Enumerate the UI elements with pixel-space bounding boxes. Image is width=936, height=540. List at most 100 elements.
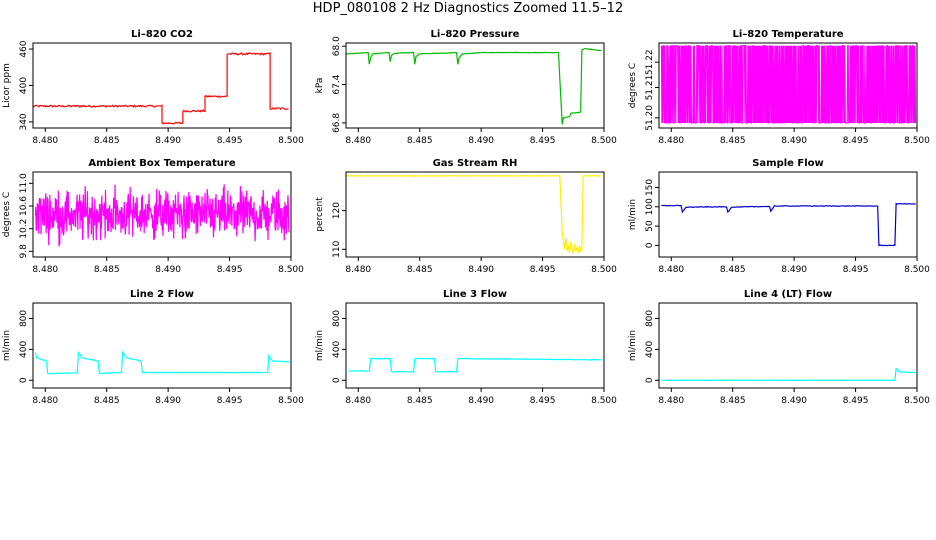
y-tick-label: 0	[645, 242, 655, 248]
y-tick-label: 150	[645, 179, 655, 196]
plot-frame	[658, 302, 918, 389]
figure-title: HDP_080108 2 Hz Diagnostics Zoomed 11.5–…	[312, 1, 624, 16]
panel-title: Line 2 Flow	[130, 289, 194, 300]
x-tick-label: 8.480	[345, 136, 371, 146]
y-axis-label: degrees C	[2, 192, 12, 237]
x-tick-label: 8.490	[468, 136, 494, 146]
x-tick-label: 8.490	[781, 265, 807, 275]
y-axis-label: degrees C	[628, 63, 638, 108]
chart-panel-1: Li–820 CO2 8.480 8.485 8.490 8.495 8.500 340 40…	[2, 29, 304, 146]
y-tick-label: 400	[332, 341, 342, 358]
x-tick-label: 8.495	[843, 136, 869, 146]
series-line	[32, 52, 289, 125]
chart-panel-5: Gas Stream RH 8.480 8.485 8.490 8.495 8.500 11…	[315, 158, 617, 275]
chart-panel-7: Line 2 Flow 8.480 8.485 8.490 8.495 8.500 0 400…	[2, 289, 304, 406]
panel-title: Gas Stream RH	[433, 158, 518, 169]
y-tick-label: 51.22	[645, 49, 655, 75]
x-tick-label: 8.490	[155, 265, 181, 275]
y-tick-label: 800	[19, 310, 29, 327]
panel-title: Line 3 Flow	[443, 289, 507, 300]
y-axis-label: ml/min	[2, 330, 12, 361]
y-tick-label: 10.2	[19, 219, 29, 239]
y-tick-label: 400	[19, 77, 29, 94]
series-line	[34, 184, 290, 247]
x-tick-label: 8.495	[217, 265, 243, 275]
x-tick-label: 8.495	[217, 136, 243, 146]
y-tick-label: 50	[645, 220, 655, 232]
y-tick-label: 51.20	[645, 105, 655, 131]
x-tick-label: 8.480	[658, 396, 684, 406]
series-line	[660, 45, 917, 124]
y-tick-label: 9.8	[19, 244, 29, 259]
plot-frame	[32, 302, 292, 389]
y-axis-label: kPa	[315, 78, 325, 94]
x-tick-label: 8.495	[530, 396, 556, 406]
y-axis-label: Licor ppm	[2, 63, 12, 108]
y-tick-label: 400	[645, 341, 655, 358]
panel-title: Ambient Box Temperature	[88, 158, 235, 169]
panel-title: Line 4 (LT) Flow	[744, 289, 832, 300]
y-tick-label: 11.0	[19, 173, 29, 193]
chart-panel-3: Li–820 Temperature 8.480 8.485 8.490 8.495 8.…	[628, 29, 930, 146]
x-tick-label: 8.500	[591, 265, 617, 275]
x-tick-label: 8.500	[591, 396, 617, 406]
plot-frame	[345, 302, 605, 389]
x-tick-label: 8.480	[32, 265, 58, 275]
series-line	[345, 48, 602, 125]
y-tick-label: 800	[645, 310, 655, 327]
plot-frame	[658, 171, 918, 258]
x-tick-label: 8.480	[658, 136, 684, 146]
x-tick-label: 8.490	[155, 396, 181, 406]
x-tick-label: 8.480	[658, 265, 684, 275]
x-tick-label: 8.485	[407, 136, 433, 146]
x-tick-label: 8.485	[407, 265, 433, 275]
y-tick-label: 340	[19, 113, 29, 130]
x-tick-label: 8.500	[278, 136, 304, 146]
x-tick-label: 8.480	[32, 396, 58, 406]
chart-panel-8: Line 3 Flow 8.480 8.485 8.490 8.495 8.500 0 400…	[315, 289, 617, 406]
chart-panel-6: Sample Flow 8.480 8.485 8.490 8.495 8.500 0 50 1…	[628, 158, 930, 275]
x-tick-label: 8.495	[530, 265, 556, 275]
y-axis-label: percent	[315, 197, 325, 232]
plot-frame	[345, 42, 605, 129]
x-tick-label: 8.480	[32, 136, 58, 146]
x-tick-label: 8.495	[843, 265, 869, 275]
x-tick-label: 8.485	[94, 265, 120, 275]
series-line	[34, 350, 290, 375]
x-tick-label: 8.500	[278, 396, 304, 406]
x-tick-label: 8.485	[407, 396, 433, 406]
y-tick-label: 0	[332, 377, 342, 383]
y-tick-label: 0	[645, 377, 655, 383]
y-tick-label: 460	[19, 40, 29, 57]
y-axis-label: ml/min	[315, 330, 325, 361]
x-tick-label: 8.490	[468, 396, 494, 406]
x-tick-label: 8.495	[843, 396, 869, 406]
plot-frame	[32, 171, 292, 258]
chart-panel-2: Li–820 Pressure 8.480 8.485 8.490 8.495 8.500…	[315, 29, 617, 146]
y-tick-label: 68.0	[332, 36, 342, 56]
plot-frame	[345, 171, 605, 258]
x-tick-label: 8.485	[720, 265, 746, 275]
panel-title: Li–820 CO2	[131, 29, 193, 40]
x-tick-label: 8.490	[155, 136, 181, 146]
plot-frame	[658, 42, 918, 129]
x-tick-label: 8.490	[781, 136, 807, 146]
panel-title: Li–820 Pressure	[431, 29, 520, 40]
chart-panel-4: Ambient Box Temperature 8.480 8.485 8.490 8.…	[2, 158, 304, 275]
x-tick-label: 8.500	[904, 136, 930, 146]
y-tick-label: 800	[332, 310, 342, 327]
y-tick-label: 110	[332, 240, 342, 257]
y-tick-label: 67.4	[332, 74, 342, 94]
x-tick-label: 8.500	[904, 265, 930, 275]
series-line	[348, 357, 602, 373]
series-line	[661, 367, 916, 382]
series-line	[661, 202, 916, 247]
x-tick-label: 8.485	[94, 396, 120, 406]
x-tick-label: 8.485	[720, 396, 746, 406]
y-tick-label: 10.6	[19, 196, 29, 216]
x-tick-label: 8.480	[345, 265, 371, 275]
y-tick-label: 120	[332, 202, 342, 219]
x-tick-label: 8.500	[904, 396, 930, 406]
y-axis-label: ml/min	[628, 199, 638, 230]
